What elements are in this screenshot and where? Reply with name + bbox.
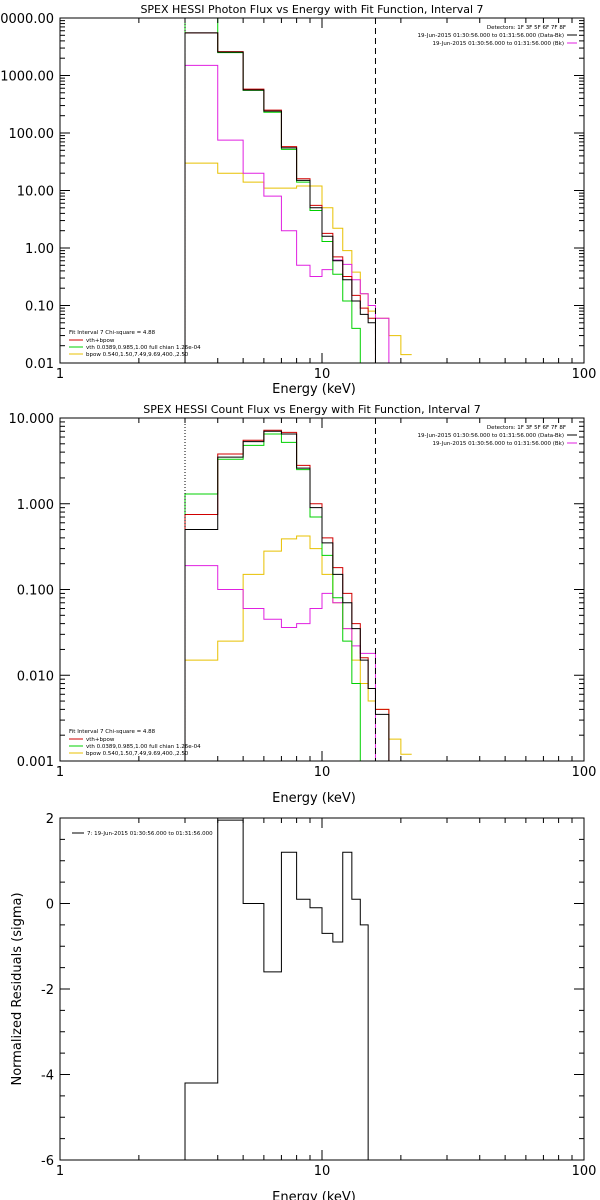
legend-right: Detectors: 1F 3F 5F 6F 7F 8F 19-Jun-2015… bbox=[418, 25, 577, 47]
tick-group: 1 10 100 0.001 0.010 0.100 1.000 10.000 bbox=[9, 412, 597, 780]
series-group bbox=[184, 819, 376, 1161]
series-3-line bbox=[184, 32, 412, 364]
y-tick-label: 0.010 bbox=[17, 669, 54, 684]
y-tick-label: 2 bbox=[46, 812, 54, 827]
y-tick-label: 0.10 bbox=[25, 300, 54, 315]
count-flux-panel: SPEX HESSI Count Flux vs Energy with Fit… bbox=[9, 403, 597, 806]
x-tick-label: 1 bbox=[56, 765, 64, 780]
plot-frame bbox=[59, 417, 585, 762]
vline-group bbox=[184, 418, 376, 761]
legend-bk: 19-Jun-2015 01:30:56.000 to 01:31:56.000… bbox=[432, 441, 564, 447]
photon-flux-panel: SPEX HESSI Photon Flux vs Energy with Fi… bbox=[0, 3, 596, 397]
legend-data-bk: 19-Jun-2015 01:30:56.000 to 01:31:56.000… bbox=[418, 433, 564, 439]
x-tick-label: 1 bbox=[56, 1164, 64, 1179]
chart-title: SPEX HESSI Photon Flux vs Energy with Fi… bbox=[140, 3, 483, 16]
vline-group bbox=[184, 18, 376, 363]
x-axis-label: Energy (keV) bbox=[272, 382, 356, 397]
y-tick-label: -6 bbox=[41, 1154, 54, 1169]
y-tick-label: 1000.00 bbox=[0, 70, 54, 85]
legend-fit-interval: Fit Interval 7 Chi-square = 4.88 bbox=[69, 330, 156, 336]
chart-title: SPEX HESSI Count Flux vs Energy with Fit… bbox=[143, 403, 480, 416]
y-axis-label: Normalized Residuals (sigma) bbox=[10, 892, 25, 1085]
y-tick-label: 0.01 bbox=[25, 357, 54, 372]
legend-bk: 19-Jun-2015 01:30:56.000 to 01:31:56.000… bbox=[432, 41, 564, 47]
legend-detectors: Detectors: 1F 3F 5F 6F 7F 8F bbox=[487, 25, 566, 31]
legend-model: vth+bpow bbox=[86, 737, 115, 743]
series-1-line bbox=[184, 565, 412, 762]
series-group bbox=[184, 17, 412, 364]
legend-vth: vth 0.0389,0.985,1.00 full chian 1.26e-0… bbox=[86, 744, 201, 750]
y-tick-label: 10.00 bbox=[17, 185, 54, 200]
legend-detectors: Detectors: 1F 3F 5F 6F 7F 8F bbox=[487, 425, 566, 431]
x-tick-label: 100 bbox=[572, 765, 597, 780]
x-tick-label: 100 bbox=[572, 367, 597, 382]
series-0-line bbox=[184, 819, 376, 1161]
y-tick-label: -4 bbox=[41, 1069, 54, 1084]
x-tick-label: 10 bbox=[314, 765, 331, 780]
y-tick-label: 1.000 bbox=[17, 498, 54, 513]
tick-group: 1 10 100 -6 -4 -2 0 2 bbox=[41, 812, 596, 1179]
series-1-line bbox=[184, 64, 412, 364]
legend-model: vth+bpow bbox=[86, 338, 115, 344]
x-tick-label: 100 bbox=[572, 1164, 597, 1179]
y-tick-label: 10.000 bbox=[9, 412, 55, 427]
y-tick-label: 1.00 bbox=[25, 242, 54, 257]
y-tick-label: -2 bbox=[41, 983, 54, 998]
x-axis-label: Energy (keV) bbox=[272, 1190, 356, 1200]
plot-frame bbox=[59, 817, 585, 1161]
series-4-line bbox=[184, 32, 412, 364]
y-tick-label: 0.100 bbox=[17, 584, 54, 599]
y-tick-label: 10000.00 bbox=[0, 12, 54, 27]
series-group bbox=[184, 429, 412, 762]
legend-bpow: bpow 0.540,1.50,7.49,9.69,400.,2.50 bbox=[86, 352, 189, 358]
legend-interval: 7: 19-Jun-2015 01:30:56.000 to 01:31:56.… bbox=[87, 831, 213, 837]
legend-right: Detectors: 1F 3F 5F 6F 7F 8F 19-Jun-2015… bbox=[418, 425, 577, 447]
y-tick-label: 0 bbox=[46, 898, 54, 913]
series-0-line bbox=[184, 162, 412, 363]
y-tick-label: 0.001 bbox=[17, 755, 54, 770]
residuals-panel: 1 10 100 -6 -4 -2 0 2 Energy (keV) Normalized R… bbox=[10, 812, 596, 1200]
legend-data-bk: 19-Jun-2015 01:30:56.000 to 01:31:56.000… bbox=[418, 33, 564, 39]
legend-vth: vth 0.0389,0.985,1.00 full chian 1.26e-0… bbox=[86, 345, 201, 351]
legend-left: Fit Interval 7 Chi-square = 4.88 vth+bpo… bbox=[69, 330, 201, 358]
legend-fit-interval: Fit Interval 7 Chi-square = 4.88 bbox=[69, 729, 156, 735]
legend: 7: 19-Jun-2015 01:30:56.000 to 01:31:56.… bbox=[72, 831, 213, 837]
x-tick-label: 10 bbox=[314, 1164, 331, 1179]
x-tick-label: 1 bbox=[56, 367, 64, 382]
series-2-line bbox=[184, 17, 412, 364]
tick-group: 1 10 100 0.01 0.10 1.00 10.00 100.00 1000.00 1000… bbox=[0, 12, 596, 382]
x-axis-label: Energy (keV) bbox=[272, 791, 356, 806]
series-3-line bbox=[184, 429, 412, 762]
series-0-line bbox=[184, 535, 412, 761]
x-tick-label: 10 bbox=[314, 367, 331, 382]
series-4-line bbox=[184, 430, 412, 762]
legend-left: Fit Interval 7 Chi-square = 4.88 vth+bpo… bbox=[69, 729, 201, 757]
legend-bpow: bpow 0.540,1.50,7.49,9.69,400.,2.50 bbox=[86, 751, 189, 757]
y-tick-label: 100.00 bbox=[9, 127, 55, 142]
series-2-line bbox=[184, 433, 412, 762]
